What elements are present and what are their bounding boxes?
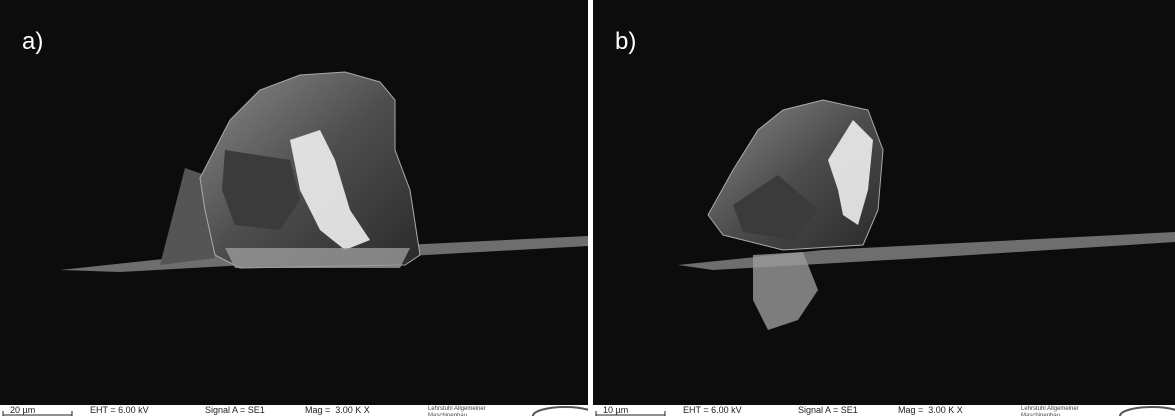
magnification: Mag = 3.00 K X (305, 405, 370, 415)
scale-bar-label: 20 µm (10, 405, 35, 415)
image-background (593, 0, 1175, 405)
panel-label: b) (615, 28, 636, 56)
scale-bar-label: 10 µm (603, 405, 628, 415)
signal: Signal A = SE1 (798, 405, 858, 415)
institute: Lehrstuhl Allgemeiner (1021, 406, 1079, 413)
signal: Signal A = SE1 (205, 405, 265, 415)
particle-base (225, 248, 410, 268)
micrograph (593, 0, 1175, 416)
eht: EHT = 6.00 kV (683, 405, 742, 415)
panel-label: a) (22, 28, 43, 56)
micrograph (0, 0, 588, 416)
institute: Lehrstuhl Allgemeiner (428, 406, 486, 413)
figure: a)20 µmEHT = 6.00 kVWD = 27.5 mmSignal A… (0, 0, 1175, 416)
eht: EHT = 6.00 kV (90, 405, 149, 415)
magnification: Mag = 3.00 K X (898, 405, 963, 415)
